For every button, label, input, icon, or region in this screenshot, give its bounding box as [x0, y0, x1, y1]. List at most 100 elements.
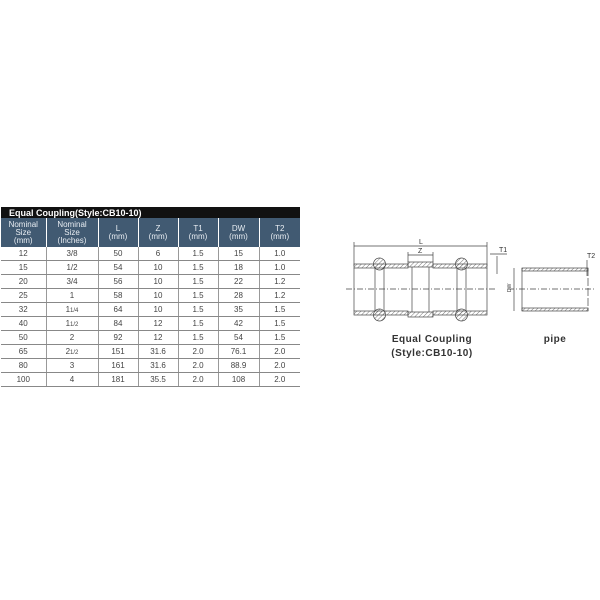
table-cell: 3 [46, 358, 99, 373]
column-header: Nominal Size (Inches) [46, 218, 99, 247]
header-text: Nominal [57, 219, 87, 229]
table-row: 100 4 181 35.5 2.0 108 2.0 [1, 372, 301, 387]
table-cell: 10 [138, 260, 179, 275]
header-text: (mm) [148, 231, 168, 241]
header-text: (mm) [270, 231, 290, 241]
table-cell: 1.0 [259, 260, 301, 275]
pipe-diagram [508, 260, 594, 312]
table-cell: 1 [46, 288, 99, 303]
table-cell: 84 [98, 316, 139, 331]
header-text: (mm) [13, 235, 33, 245]
table-cell: 2 [46, 330, 99, 345]
table-cell: 12 [138, 330, 179, 345]
table-cell: 1.5 [178, 302, 219, 317]
table-cell: 31.6 [138, 358, 179, 373]
table-cell: 76.1 [218, 344, 260, 359]
table-cell: 1.5 [178, 247, 219, 261]
header-text: L [115, 223, 121, 233]
table-cell: 25 [1, 288, 47, 303]
column-header: Nominal Size (mm) [1, 218, 47, 247]
caption-line-1: Equal Coupling [391, 334, 473, 345]
table-cell: 2.0 [259, 344, 301, 359]
table-cell: 18 [218, 260, 260, 275]
table-row: 20 3/4 56 10 1.5 22 1.2 [1, 274, 301, 289]
table-cell: 32 [1, 302, 47, 317]
column-header: T1 (mm) [178, 218, 219, 247]
table-cell: 1.0 [259, 247, 301, 261]
table-row: 40 11/2 84 12 1.5 42 1.5 [1, 316, 301, 331]
coupling-diagram [346, 242, 507, 322]
table-cell: 2.0 [178, 372, 219, 387]
table-cell: 64 [98, 302, 139, 317]
table-cell: 12 [1, 247, 47, 261]
table-cell: 2.0 [178, 344, 219, 359]
table-cell: 10 [138, 288, 179, 303]
table-cell: 2.0 [259, 358, 301, 373]
table-cell: 15 [1, 260, 47, 275]
header-text: Size [15, 227, 32, 237]
table-row: 25 1 58 10 1.5 28 1.2 [1, 288, 301, 303]
header-text: (mm) [229, 231, 248, 241]
table-cell: 1.2 [259, 288, 301, 303]
label-Z: Z [418, 248, 423, 255]
table-row: 32 11/4 64 10 1.5 35 1.5 [1, 302, 301, 317]
table-row: 65 21/2 151 31.6 2.0 76.1 2.0 [1, 344, 301, 359]
table-cell: 1.5 [259, 330, 301, 345]
column-header: T2 (mm) [259, 218, 301, 247]
table-cell: 58 [98, 288, 139, 303]
column-header: DW (mm) [218, 218, 260, 247]
table-cell: 92 [98, 330, 139, 345]
table-cell: 6 [138, 247, 179, 261]
table-cell: 1.5 [178, 260, 219, 275]
table-cell: 100 [1, 372, 47, 387]
pipe-caption: pipe [543, 334, 567, 345]
table-cell: 181 [98, 372, 139, 387]
table-cell: 28 [218, 288, 260, 303]
header-text: Nominal [8, 219, 38, 229]
table-cell: 10 [138, 302, 179, 317]
caption-line-2: (Style:CB10-10) [391, 348, 473, 359]
label-L: L [419, 239, 423, 246]
table-cell: 50 [1, 330, 47, 345]
table-cell: 20 [1, 274, 47, 289]
table-row: 12 3/8 50 6 1.5 15 1.0 [1, 247, 301, 261]
table-cell: 31.6 [138, 344, 179, 359]
table-cell: 4 [46, 372, 99, 387]
table-row: 15 1/2 54 10 1.5 18 1.0 [1, 260, 301, 275]
table-cell: 108 [218, 372, 260, 387]
table-cell: 56 [98, 274, 139, 289]
table-cell: 1/2 [46, 260, 99, 275]
table-cell: 151 [98, 344, 139, 359]
table-cell: 88.9 [218, 358, 260, 373]
coupling-technical-drawing: L Z T1 T2 DW [346, 239, 595, 322]
coupling-caption: Equal Coupling (Style:CB10-10) [382, 334, 482, 359]
table-cell: 1.5 [178, 274, 219, 289]
column-header: L (mm) [98, 218, 139, 247]
table-cell: 2.0 [178, 358, 219, 373]
table-cell: 80 [1, 358, 47, 373]
header-text: Z [155, 223, 161, 233]
table-row: 80 3 161 31.6 2.0 88.9 2.0 [1, 358, 301, 373]
label-T2: T2 [587, 253, 595, 260]
equal-coupling-spec-table: Equal Coupling(Style:CB10-10) Nominal Siz… [1, 207, 301, 387]
table-cell: 1.5 [259, 302, 301, 317]
table-cell: 40 [1, 316, 47, 331]
label-DW: DW [507, 283, 513, 292]
table-cell: 42 [218, 316, 260, 331]
table-cell: 35.5 [138, 372, 179, 387]
table-cell: 10 [138, 274, 179, 289]
table-cell: 1.2 [259, 274, 301, 289]
table-cell: 54 [218, 330, 260, 345]
table-cell: 161 [98, 358, 139, 373]
table-cell: 3/8 [46, 247, 99, 261]
table-cell: 35 [218, 302, 260, 317]
header-text: T1 [193, 223, 203, 233]
table-cell: 22 [218, 274, 260, 289]
table-cell: 12 [138, 316, 179, 331]
table-cell: 11/4 [46, 302, 99, 317]
table-cell: 1.5 [259, 316, 301, 331]
table-cell: 1.5 [178, 316, 219, 331]
table-cell: 15 [218, 247, 260, 261]
header-text: T2 [275, 223, 285, 233]
table-cell: 11/2 [46, 316, 99, 331]
